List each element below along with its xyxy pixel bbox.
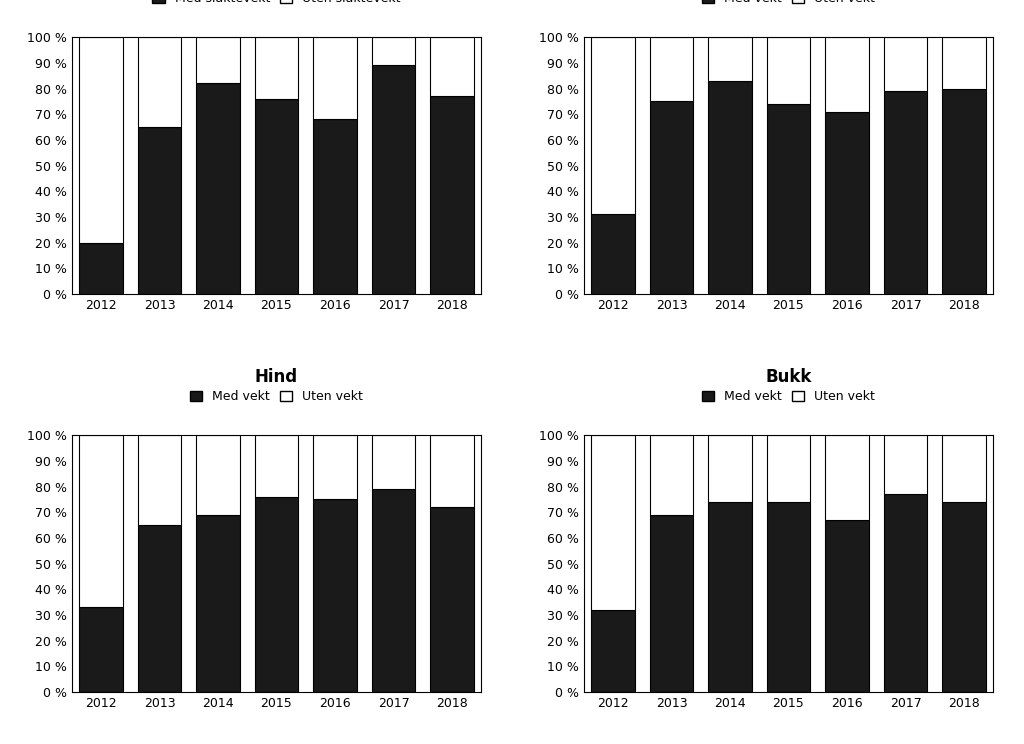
Bar xyxy=(884,37,928,91)
Bar xyxy=(767,435,810,502)
Bar xyxy=(942,89,986,294)
Bar xyxy=(79,435,123,607)
Bar xyxy=(196,435,240,515)
Bar xyxy=(591,435,635,610)
Bar xyxy=(884,91,928,294)
Legend: Med vekt, Uten vekt: Med vekt, Uten vekt xyxy=(701,0,876,5)
Bar xyxy=(591,610,635,692)
Bar xyxy=(137,127,181,294)
Bar xyxy=(196,515,240,692)
Bar xyxy=(884,494,928,692)
Bar xyxy=(313,119,357,294)
Bar xyxy=(430,435,474,507)
Bar xyxy=(313,37,357,119)
Bar xyxy=(942,502,986,692)
Bar xyxy=(137,37,181,127)
Bar xyxy=(708,37,752,81)
Bar xyxy=(313,499,357,692)
Bar xyxy=(649,101,693,294)
Bar xyxy=(649,435,693,515)
Bar xyxy=(137,525,181,692)
Bar xyxy=(767,104,810,294)
Bar xyxy=(767,502,810,692)
Bar xyxy=(825,520,869,692)
Bar xyxy=(825,435,869,520)
Bar xyxy=(591,214,635,294)
Bar xyxy=(942,435,986,502)
Title: Bukk: Bukk xyxy=(765,368,812,386)
Bar xyxy=(372,65,416,294)
Bar xyxy=(825,112,869,294)
Bar xyxy=(372,37,416,65)
Legend: Med vekt, Uten vekt: Med vekt, Uten vekt xyxy=(189,391,364,403)
Bar xyxy=(372,489,416,692)
Bar xyxy=(825,37,869,112)
Bar xyxy=(79,243,123,294)
Bar xyxy=(196,83,240,294)
Bar xyxy=(137,435,181,525)
Legend: Med vekt, Uten vekt: Med vekt, Uten vekt xyxy=(701,391,876,403)
Bar xyxy=(708,435,752,502)
Bar xyxy=(430,37,474,96)
Bar xyxy=(196,37,240,83)
Bar xyxy=(649,515,693,692)
Bar xyxy=(767,37,810,104)
Bar xyxy=(255,435,298,497)
Bar xyxy=(255,497,298,692)
Bar xyxy=(79,607,123,692)
Bar xyxy=(372,435,416,489)
Bar xyxy=(708,502,752,692)
Bar xyxy=(79,37,123,243)
Bar xyxy=(255,37,298,99)
Bar xyxy=(942,37,986,89)
Bar xyxy=(430,507,474,692)
Bar xyxy=(884,435,928,494)
Bar xyxy=(313,435,357,499)
Legend: Med slaktevekt, Uten slaktevekt: Med slaktevekt, Uten slaktevekt xyxy=(152,0,401,5)
Bar xyxy=(708,81,752,294)
Bar xyxy=(649,37,693,101)
Bar xyxy=(430,96,474,294)
Title: Hind: Hind xyxy=(255,368,298,386)
Bar xyxy=(591,37,635,214)
Bar xyxy=(255,99,298,294)
